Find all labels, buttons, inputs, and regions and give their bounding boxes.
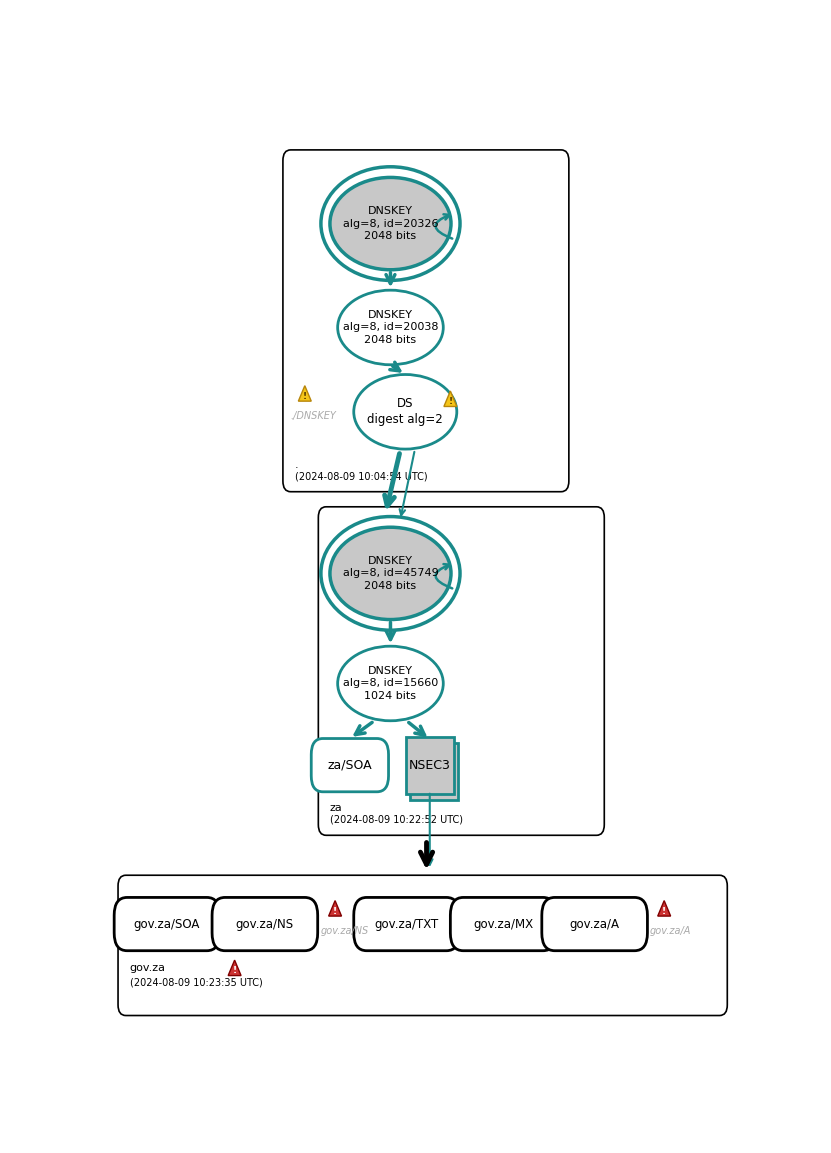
Text: NSEC3: NSEC3 xyxy=(409,759,450,771)
Text: !: ! xyxy=(302,392,307,401)
Text: gov.za/A: gov.za/A xyxy=(650,926,691,936)
Polygon shape xyxy=(298,386,312,401)
Text: DNSKEY
alg=8, id=20326
2048 bits: DNSKEY alg=8, id=20326 2048 bits xyxy=(342,206,438,241)
Text: !: ! xyxy=(333,906,337,915)
Polygon shape xyxy=(328,900,342,917)
Text: za/SOA: za/SOA xyxy=(327,759,372,771)
Polygon shape xyxy=(658,900,671,917)
FancyBboxPatch shape xyxy=(406,737,454,793)
FancyBboxPatch shape xyxy=(411,743,458,800)
FancyBboxPatch shape xyxy=(212,897,317,951)
Ellipse shape xyxy=(330,527,451,619)
Ellipse shape xyxy=(330,178,451,270)
Text: .: . xyxy=(294,460,298,469)
FancyBboxPatch shape xyxy=(118,875,727,1016)
FancyBboxPatch shape xyxy=(450,897,556,951)
Ellipse shape xyxy=(354,375,457,449)
Text: DS
digest alg=2: DS digest alg=2 xyxy=(367,398,443,427)
Text: !: ! xyxy=(448,397,452,406)
FancyBboxPatch shape xyxy=(283,150,569,491)
Text: (2024-08-09 10:23:35 UTC): (2024-08-09 10:23:35 UTC) xyxy=(130,977,263,987)
FancyBboxPatch shape xyxy=(542,897,647,951)
Text: gov.za: gov.za xyxy=(130,963,165,973)
Ellipse shape xyxy=(337,291,443,364)
Ellipse shape xyxy=(337,646,443,721)
Text: DNSKEY
alg=8, id=45749
2048 bits: DNSKEY alg=8, id=45749 2048 bits xyxy=(342,556,438,590)
Text: (2024-08-09 10:22:52 UTC): (2024-08-09 10:22:52 UTC) xyxy=(330,815,463,824)
Text: gov.za/NS: gov.za/NS xyxy=(236,918,294,930)
Text: gov.za/MX: gov.za/MX xyxy=(473,918,534,930)
Text: !: ! xyxy=(233,966,237,975)
Text: za: za xyxy=(330,804,342,813)
Text: gov.za/A: gov.za/A xyxy=(569,918,620,930)
Text: ./DNSKEY: ./DNSKEY xyxy=(291,410,337,421)
Text: DNSKEY
alg=8, id=20038
2048 bits: DNSKEY alg=8, id=20038 2048 bits xyxy=(342,310,438,345)
FancyBboxPatch shape xyxy=(318,507,604,835)
Polygon shape xyxy=(229,960,241,975)
Text: DNSKEY
alg=8, id=15660
1024 bits: DNSKEY alg=8, id=15660 1024 bits xyxy=(343,666,438,701)
Text: !: ! xyxy=(662,906,666,915)
FancyBboxPatch shape xyxy=(312,739,389,792)
Text: gov.za/SOA: gov.za/SOA xyxy=(134,918,200,930)
Polygon shape xyxy=(444,391,457,407)
FancyBboxPatch shape xyxy=(114,897,219,951)
Text: gov.za/TXT: gov.za/TXT xyxy=(375,918,439,930)
Text: (2024-08-09 10:04:54 UTC): (2024-08-09 10:04:54 UTC) xyxy=(294,472,427,481)
FancyBboxPatch shape xyxy=(354,897,460,951)
Text: gov.za/NS: gov.za/NS xyxy=(321,926,369,936)
